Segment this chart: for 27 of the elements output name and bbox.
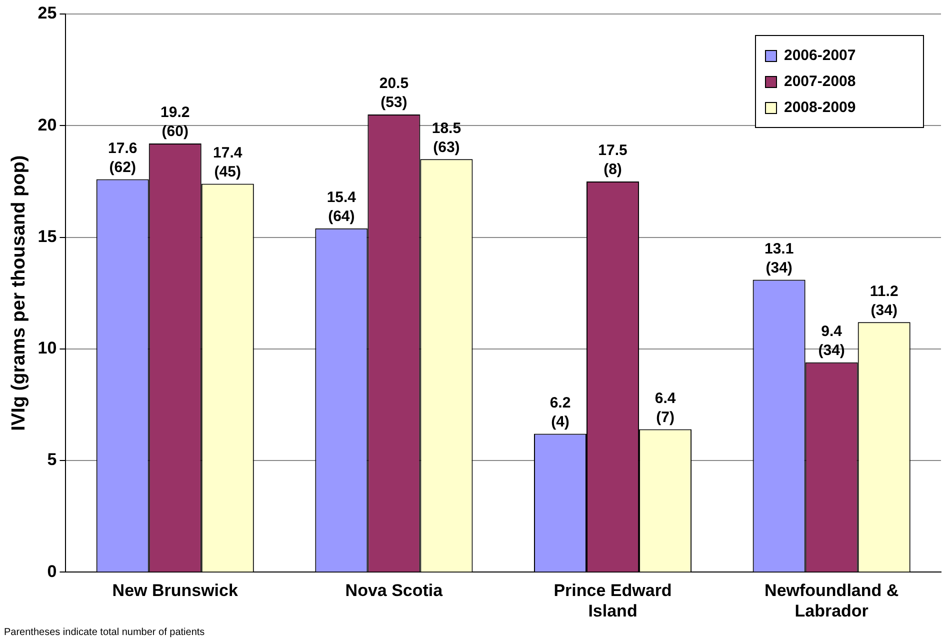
data-label: 11.2 (34) — [870, 282, 898, 319]
y-tick-label: 15 — [38, 226, 57, 246]
data-label: 19.2 (60) — [160, 104, 190, 140]
data-label: 17.5 (8) — [598, 142, 628, 178]
data-label: 6.4 (7) — [654, 390, 676, 426]
y-tick-label: 25 — [38, 4, 57, 23]
data-label: 17.6 (62) — [108, 140, 138, 176]
data-label: 13.1 (34) — [764, 240, 794, 276]
x-tick-label: Nova Scotia — [345, 581, 444, 600]
y-tick-label: 5 — [47, 450, 57, 470]
x-tick-label: New Brunswick — [112, 581, 238, 600]
legend-label: 2007-2008 — [784, 73, 856, 90]
data-label: 15.4 (64) — [326, 188, 357, 225]
y-tick-label: 0 — [47, 562, 57, 581]
x-tick-label: Newfoundland & Labrador — [764, 581, 899, 620]
y-tick-label: 20 — [38, 115, 57, 134]
data-label: 6.2 (4) — [550, 394, 571, 430]
data-label: 18.5 (63) — [432, 120, 462, 156]
y-axis-title: IVIg (grams per thousand pop) — [8, 155, 30, 431]
text: Parentheses indicate total number of patients — [4, 627, 205, 638]
data-label: 9.4 (34) — [818, 322, 845, 359]
legend-label: 2006-2007 — [784, 47, 856, 64]
data-label: 17.4 (45) — [213, 144, 243, 180]
y-tick-label: 10 — [38, 338, 57, 358]
data-label: 20.5 (53) — [379, 75, 409, 112]
legend-label: 2008-2009 — [784, 99, 856, 116]
x-tick-label: Prince Edward Island — [554, 581, 672, 620]
